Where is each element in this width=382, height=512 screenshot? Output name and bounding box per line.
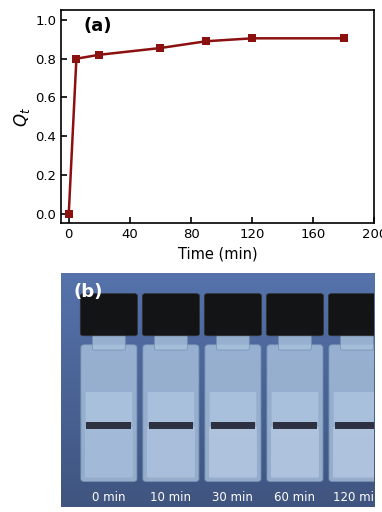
FancyBboxPatch shape	[147, 426, 195, 478]
Point	[96, 51, 102, 59]
FancyBboxPatch shape	[340, 330, 374, 350]
Text: 120 min: 120 min	[333, 491, 381, 504]
Bar	[210, 422, 255, 429]
Bar	[335, 422, 379, 429]
Text: 0 min: 0 min	[92, 491, 126, 504]
FancyBboxPatch shape	[92, 330, 125, 350]
FancyBboxPatch shape	[143, 345, 199, 482]
Point	[249, 34, 255, 42]
FancyBboxPatch shape	[204, 293, 262, 336]
FancyBboxPatch shape	[333, 426, 381, 478]
FancyBboxPatch shape	[210, 392, 256, 422]
Text: (a): (a)	[83, 16, 112, 35]
Point	[157, 44, 163, 52]
FancyBboxPatch shape	[154, 330, 187, 350]
Point	[203, 37, 209, 46]
FancyBboxPatch shape	[205, 345, 261, 482]
FancyBboxPatch shape	[142, 293, 199, 336]
Point	[73, 55, 79, 63]
FancyBboxPatch shape	[217, 330, 249, 350]
Text: 60 min: 60 min	[274, 491, 316, 504]
Text: 30 min: 30 min	[212, 491, 253, 504]
Y-axis label: $Q_t$: $Q_t$	[13, 107, 32, 127]
FancyBboxPatch shape	[85, 426, 133, 478]
Text: (b): (b)	[74, 283, 103, 301]
Point	[341, 34, 347, 42]
FancyBboxPatch shape	[333, 392, 380, 422]
FancyBboxPatch shape	[266, 293, 324, 336]
FancyBboxPatch shape	[86, 392, 132, 422]
FancyBboxPatch shape	[272, 392, 318, 422]
FancyBboxPatch shape	[147, 392, 194, 422]
FancyBboxPatch shape	[278, 330, 311, 350]
FancyBboxPatch shape	[209, 426, 257, 478]
Bar	[273, 422, 317, 429]
FancyBboxPatch shape	[271, 426, 319, 478]
Point	[66, 209, 72, 218]
FancyBboxPatch shape	[81, 345, 137, 482]
Text: 10 min: 10 min	[151, 491, 191, 504]
FancyBboxPatch shape	[267, 345, 323, 482]
FancyBboxPatch shape	[329, 293, 382, 336]
FancyBboxPatch shape	[80, 293, 138, 336]
X-axis label: Time (min): Time (min)	[178, 247, 257, 262]
FancyBboxPatch shape	[329, 345, 382, 482]
Bar	[149, 422, 193, 429]
Bar	[86, 422, 131, 429]
